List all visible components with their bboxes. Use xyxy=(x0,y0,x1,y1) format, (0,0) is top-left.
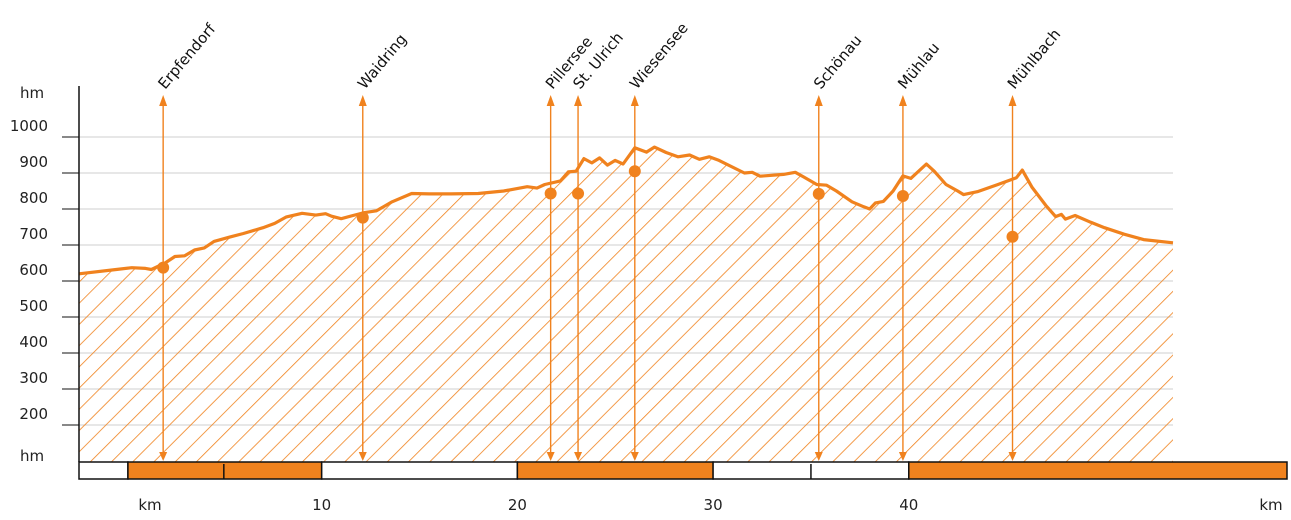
y-tick-label: 500 xyxy=(19,297,48,315)
x-tick-label: 20 xyxy=(508,496,527,514)
y-tick-label: 300 xyxy=(19,369,48,387)
arrow-up-icon xyxy=(574,95,583,106)
arrow-up-icon xyxy=(159,95,168,106)
place-label: Waidring xyxy=(354,30,410,92)
arrow-down-icon xyxy=(358,452,367,461)
y-tick-label: 700 xyxy=(19,225,48,243)
arrow-down-icon xyxy=(814,452,823,461)
place-label: Mühlbach xyxy=(1004,25,1064,92)
elevation-hatch-fill xyxy=(79,147,1173,462)
place-dot xyxy=(356,211,369,224)
arrow-up-icon xyxy=(1008,95,1017,106)
elevation-line xyxy=(78,145,1174,276)
x-tick-label: 30 xyxy=(704,496,723,514)
arrow-down-icon xyxy=(1008,452,1017,461)
arrow-down-icon xyxy=(159,452,168,461)
arrow-up-icon xyxy=(898,95,907,106)
place-dot xyxy=(157,261,170,274)
place-dot xyxy=(1006,230,1019,243)
axes xyxy=(62,86,80,462)
y-tick-label: 600 xyxy=(19,261,48,279)
place-dot xyxy=(896,190,909,203)
place-label: Wiesensee xyxy=(626,19,692,92)
place-dot xyxy=(812,187,825,200)
place-label: Schönau xyxy=(810,31,865,92)
arrow-up-icon xyxy=(546,95,555,106)
scale-segment-empty xyxy=(320,461,519,480)
scale-segment-filled xyxy=(127,461,323,480)
scale-segment-empty xyxy=(78,461,129,480)
y-tick-label: 900 xyxy=(19,153,48,171)
x-tick-label: 40 xyxy=(899,496,918,514)
arrow-down-icon xyxy=(546,452,555,461)
scale-segment-filled xyxy=(908,461,1288,480)
y-unit-label-bottom: hm xyxy=(20,447,44,465)
elevation-area xyxy=(78,145,1174,462)
y-tick-label: 1000 xyxy=(10,117,48,135)
y-tick-label: 800 xyxy=(19,189,48,207)
x-tick-label: 10 xyxy=(312,496,331,514)
arrow-up-icon xyxy=(358,95,367,106)
arrow-down-icon xyxy=(574,452,583,461)
x-unit-label-right: km xyxy=(1259,496,1282,514)
place-label: Mühlau xyxy=(894,39,943,93)
arrow-up-icon xyxy=(814,95,823,106)
y-tick-label: 400 xyxy=(19,333,48,351)
distance-scale-bar xyxy=(78,461,1288,480)
arrow-down-icon xyxy=(898,452,907,461)
y-unit-label-top: hm xyxy=(20,84,44,102)
arrow-up-icon xyxy=(630,95,639,106)
scale-segment-filled xyxy=(516,461,714,480)
place-dot xyxy=(572,187,585,200)
y-tick-label: 200 xyxy=(19,405,48,423)
axis-labels: 1000 900 800 700 600 500 400 300 200 10 20 30 40 hm hm… xyxy=(10,84,1283,514)
arrow-down-icon xyxy=(630,452,639,461)
place-dot xyxy=(544,187,557,200)
place-label: Erpfendorf xyxy=(154,20,219,93)
x-unit-label-left: km xyxy=(138,496,161,514)
place-dot xyxy=(628,165,641,178)
